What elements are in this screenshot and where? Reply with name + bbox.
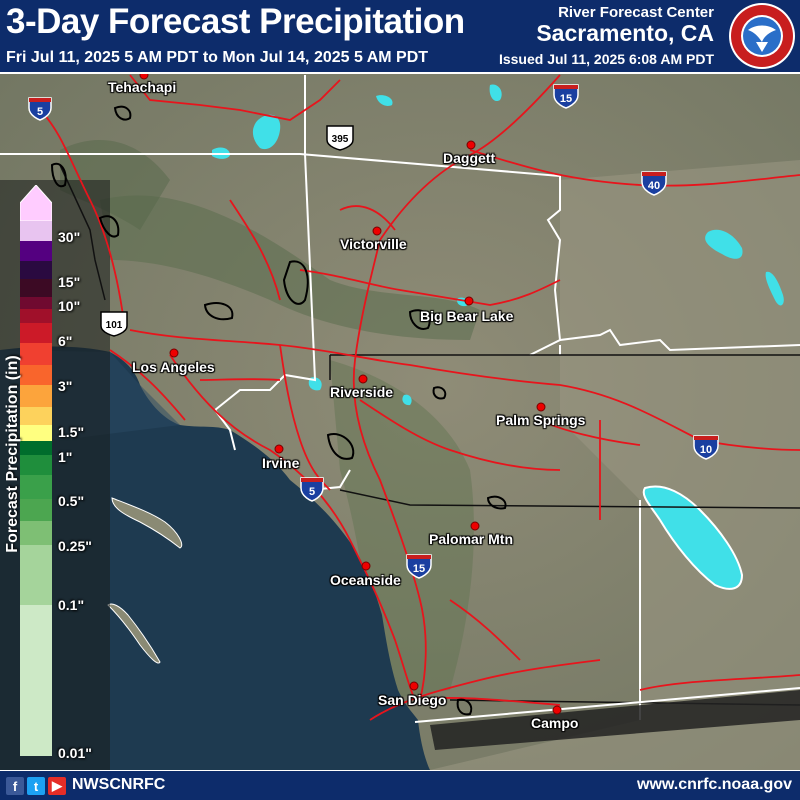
website-link[interactable]: www.cnrfc.noaa.gov — [637, 776, 792, 793]
legend-tick-15: 15" — [58, 274, 81, 290]
city-label-campo: Campo — [531, 715, 579, 731]
svg-text:40: 40 — [648, 180, 660, 192]
city-label-daggett: Daggett — [443, 150, 496, 166]
legend-tick-1-5: 1.5" — [58, 424, 85, 440]
burn-scars — [50, 105, 507, 716]
legend-tick-0-5: 0.5" — [58, 493, 85, 509]
city-label-los-angeles: Los Angeles — [132, 359, 215, 375]
youtube-icon[interactable]: ▶ — [48, 777, 66, 795]
catalina-island — [111, 497, 183, 549]
rfc-label: River Forecast Center — [558, 4, 714, 21]
precipitation-legend-bar — [20, 185, 52, 756]
forecast-period: Fri Jul 11, 2025 5 AM PDT to Mon Jul 14,… — [6, 49, 429, 66]
legend-tick-0-25: 0.25" — [58, 538, 92, 554]
svg-text:5: 5 — [37, 106, 43, 118]
highways — [39, 74, 800, 721]
svg-text:15: 15 — [413, 563, 425, 575]
svg-text:101: 101 — [106, 320, 123, 331]
svg-text:10: 10 — [700, 444, 712, 456]
san-clemente-island — [107, 603, 161, 664]
interstate-10: 10 — [693, 435, 719, 460]
rfc-city: Sacramento, CA — [536, 20, 714, 46]
city-label-san-diego: San Diego — [378, 692, 447, 708]
twitter-icon[interactable]: t — [27, 777, 45, 795]
nws-logo-icon — [729, 3, 795, 69]
interstate-15-north: 15 — [553, 84, 579, 109]
desert-area — [430, 160, 800, 770]
lake-3 — [705, 229, 743, 259]
facebook-icon[interactable]: f — [6, 777, 24, 795]
legend-tick-6: 6" — [58, 333, 73, 349]
city-label-victorville: Victorville — [340, 236, 407, 252]
legend-backdrop — [0, 180, 110, 770]
city-label-riverside: Riverside — [330, 384, 394, 400]
mountain-range-1 — [100, 195, 480, 340]
salton-sea — [642, 485, 744, 590]
map-title: 3-Day Forecast Precipitation — [6, 2, 465, 41]
interstate-5-south: 5 — [300, 477, 324, 502]
city-label-oceanside: Oceanside — [330, 572, 401, 588]
lake-6 — [376, 95, 393, 106]
issued-time: Issued Jul 11, 2025 6:08 AM PDT — [498, 51, 714, 67]
svg-text:5: 5 — [309, 486, 315, 498]
social-handle[interactable]: NWSCNRFC — [72, 776, 166, 793]
city-label-palm-springs: Palm Springs — [496, 412, 586, 428]
mexico-border — [430, 690, 800, 750]
boundary-lines — [0, 75, 800, 720]
us-route-101: 101 — [100, 311, 128, 337]
us-route-395: 395 — [326, 125, 354, 151]
interstate-40: 40 — [641, 171, 667, 196]
mexico-border-line — [414, 687, 800, 723]
svg-text:395: 395 — [332, 134, 349, 145]
lake-4 — [765, 271, 784, 306]
legend-tick-30: 30" — [58, 229, 81, 245]
footer-bar: f t ▶ NWSCNRFC www.cnrfc.noaa.gov — [0, 770, 800, 800]
interstate-5-north: 5 — [28, 97, 52, 121]
lake-1 — [252, 114, 281, 150]
city-label-irvine: Irvine — [262, 455, 300, 471]
legend-tick-0-1: 0.1" — [58, 597, 85, 613]
mountain-range-3 — [60, 140, 170, 230]
interstate-15-south: 15 — [406, 554, 432, 579]
svg-text:15: 15 — [560, 93, 572, 105]
social-links: f t ▶ — [6, 777, 66, 795]
header-bar: 3-Day Forecast Precipitation Fri Jul 11,… — [0, 0, 800, 74]
legend-tick-0-01: 0.01" — [58, 745, 92, 761]
legend-tick-10: 10" — [58, 298, 81, 314]
city-label-palomar-mtn: Palomar Mtn — [429, 531, 514, 547]
city-label-big-bear-lake: Big Bear Lake — [420, 308, 514, 324]
legend-title: Forecast Precipitation (in) — [4, 355, 21, 553]
legend-tick-3: 3" — [58, 378, 73, 394]
lake-5 — [489, 84, 502, 102]
lake-7 — [308, 377, 322, 391]
city-label-tehachapi: Tehachapi — [108, 79, 177, 95]
legend-tick-1: 1" — [58, 449, 73, 465]
lake-8 — [402, 394, 412, 406]
